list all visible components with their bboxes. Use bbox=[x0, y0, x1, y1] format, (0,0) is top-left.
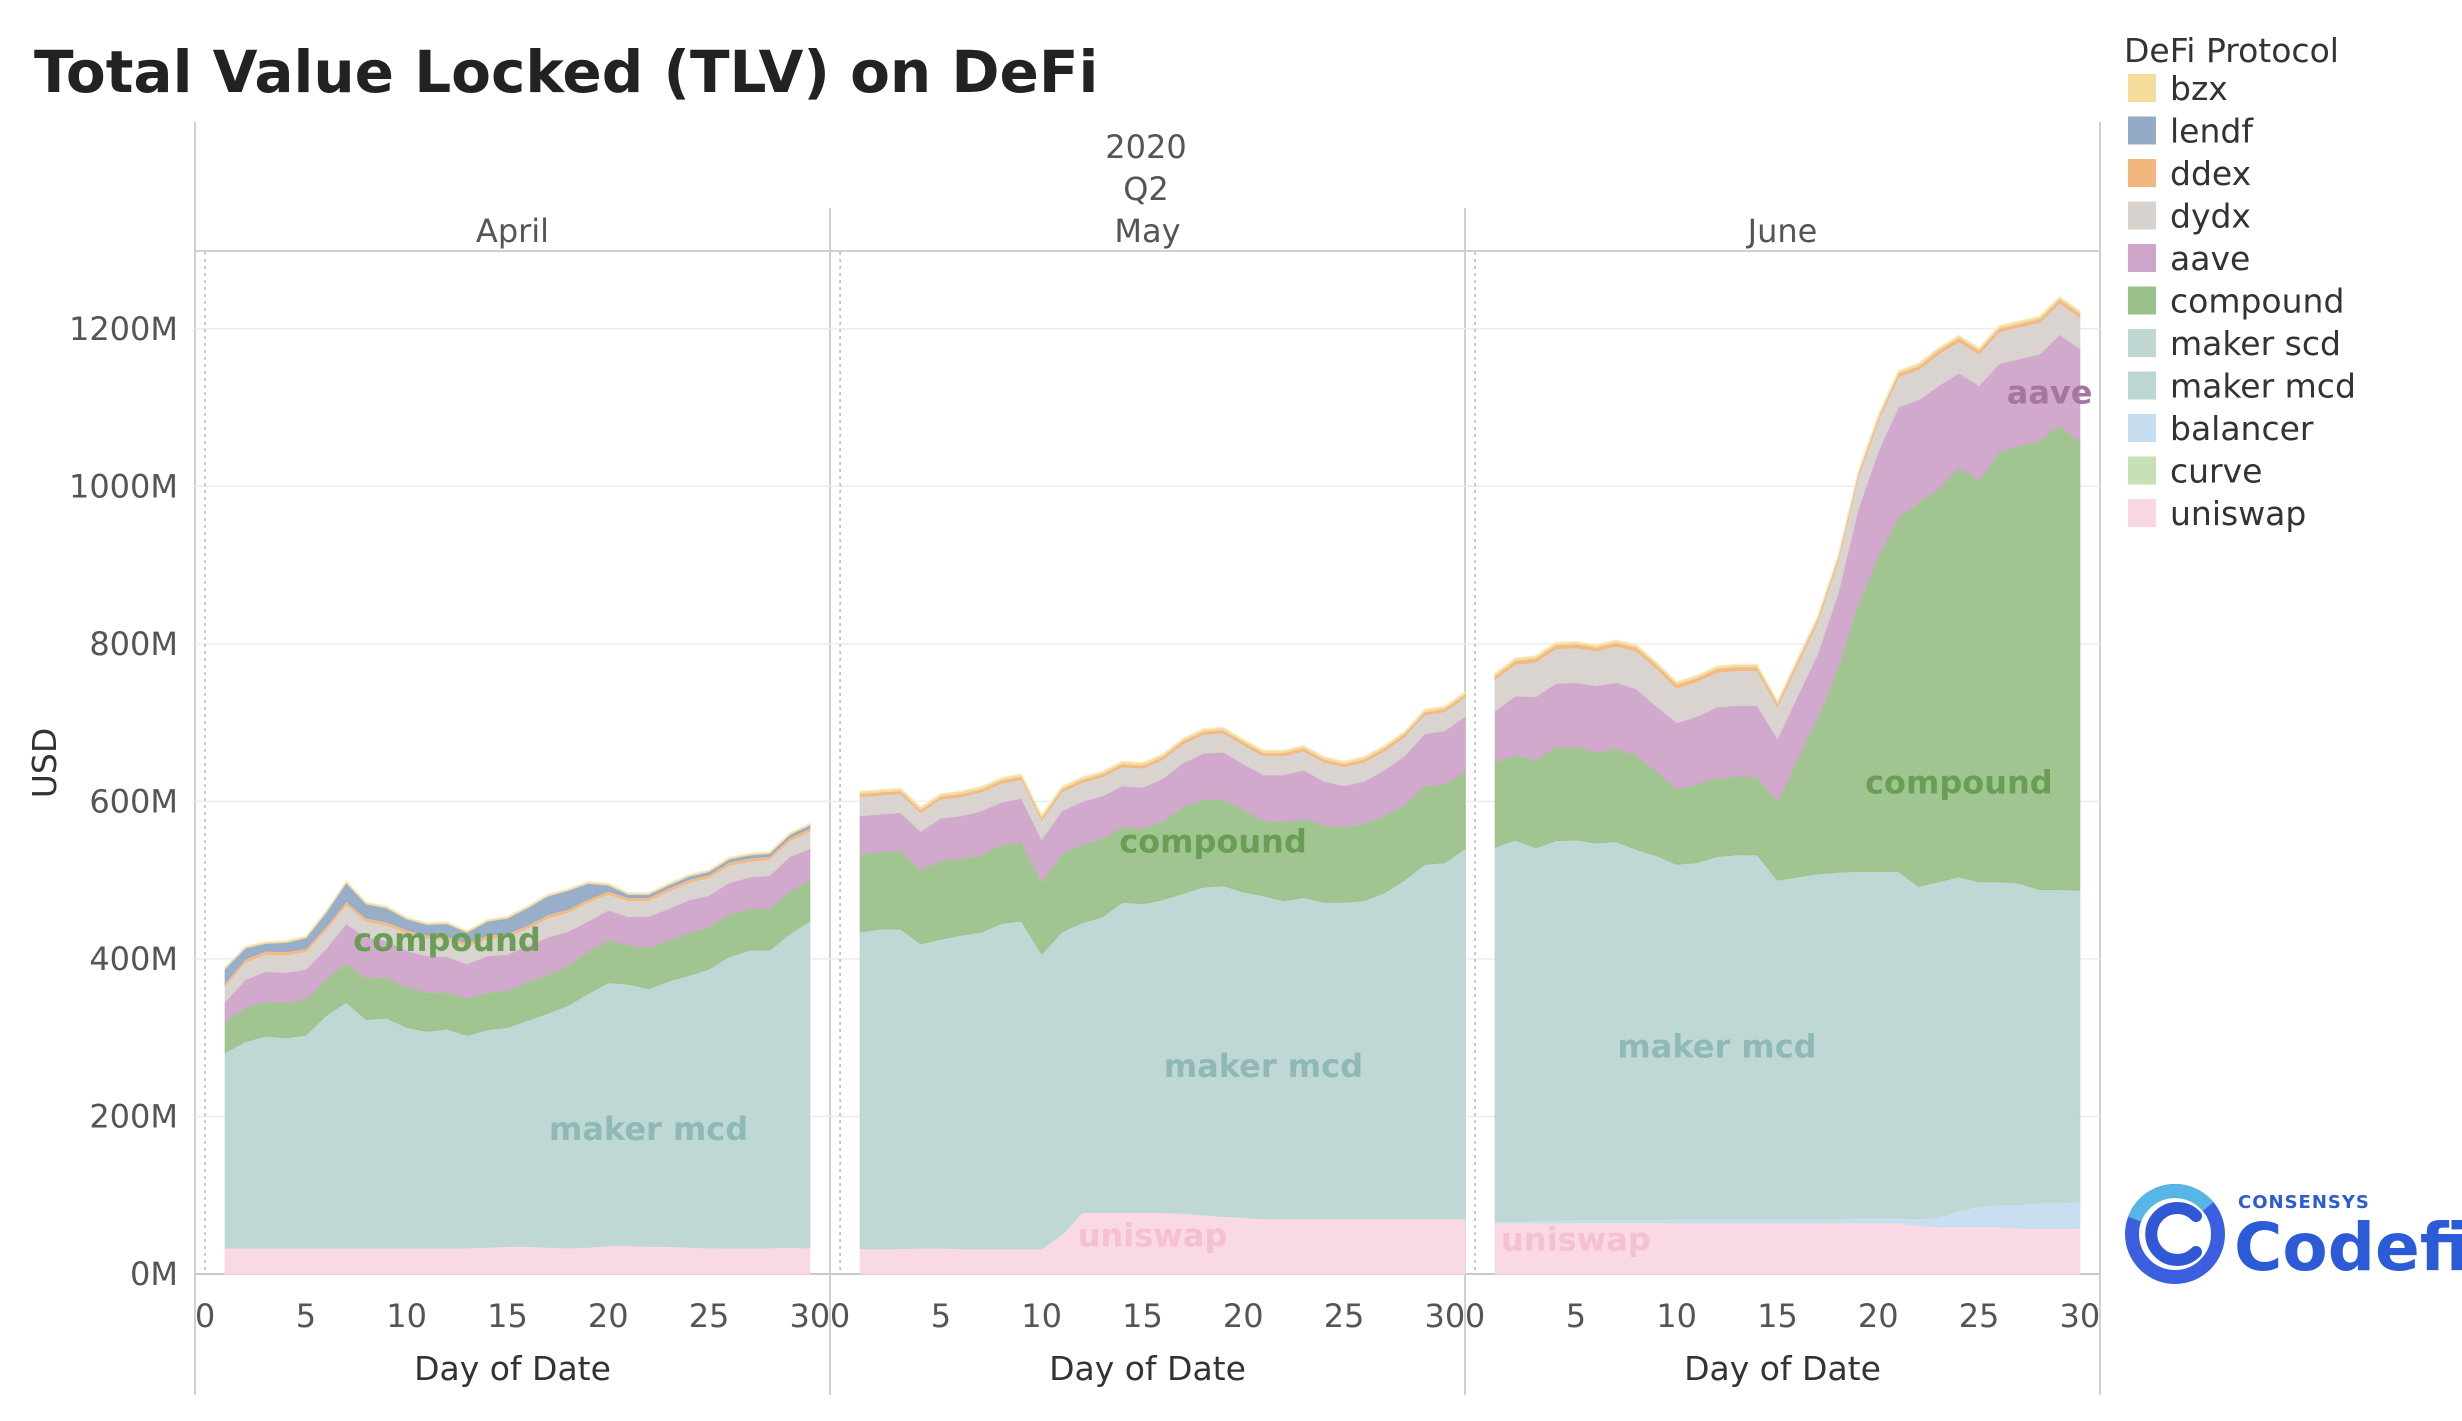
x-tick-label: 0 bbox=[830, 1297, 850, 1335]
x-tick-label: 25 bbox=[689, 1297, 730, 1335]
y-tick-label: 200M bbox=[89, 1097, 178, 1135]
x-tick-label: 10 bbox=[1656, 1297, 1697, 1335]
legend-swatch bbox=[2128, 286, 2156, 315]
y-tick-label: 0M bbox=[130, 1255, 178, 1293]
legend-label: maker mcd bbox=[2170, 367, 2356, 406]
area-annotation: maker mcd bbox=[1617, 1027, 1816, 1065]
area-uniswap bbox=[224, 1245, 811, 1275]
legend-label: uniswap bbox=[2170, 494, 2306, 533]
legend-swatch bbox=[2128, 244, 2156, 272]
legend-label: ddex bbox=[2170, 154, 2251, 193]
legend-title: DeFi Protocol bbox=[2124, 31, 2339, 70]
panel-june: June compound aave uniswap maker mcd bbox=[1474, 212, 2093, 1275]
x-tick-label: 20 bbox=[1223, 1297, 1264, 1335]
area-annotation: compound bbox=[1865, 764, 2053, 802]
area-annotation: maker mcd bbox=[1164, 1047, 1363, 1085]
header-year: 2020 bbox=[1105, 128, 1186, 166]
area-annotation: compound bbox=[353, 921, 541, 959]
x-tick-label: 0 bbox=[195, 1297, 215, 1335]
x-tick-label: 30 bbox=[2059, 1297, 2100, 1335]
legend-swatch bbox=[2128, 159, 2156, 187]
legend-swatch bbox=[2128, 116, 2156, 145]
x-axis-title: Day of Date bbox=[414, 1349, 611, 1388]
legend-label: compound bbox=[2170, 282, 2344, 321]
panel-month-label: June bbox=[1746, 212, 1818, 250]
header-quarter: Q2 bbox=[1123, 170, 1169, 208]
chart-title: Total Value Locked (TLV) on DeFi bbox=[34, 38, 1098, 106]
y-tick-label: 1000M bbox=[69, 467, 178, 505]
area-annotation: uniswap bbox=[1501, 1220, 1651, 1258]
legend-swatch bbox=[2128, 371, 2156, 400]
legend-label: curve bbox=[2170, 452, 2262, 491]
panel-may: May compound uniswap maker mcd bbox=[839, 212, 1466, 1275]
logo-ring-accent bbox=[2125, 1184, 2225, 1284]
y-tick-label: 1200M bbox=[69, 310, 178, 348]
panel-month-label: April bbox=[476, 212, 549, 250]
panel-april: April compound maker mcd bbox=[204, 212, 811, 1275]
legend-swatch bbox=[2128, 414, 2156, 442]
codefi-logo: CONSENSYS Codefi bbox=[2125, 1184, 2462, 1286]
legend-label: bzx bbox=[2170, 69, 2228, 108]
x-tick-label: 5 bbox=[296, 1297, 316, 1335]
legend-swatch bbox=[2128, 74, 2156, 102]
y-axis-title: USD bbox=[25, 728, 64, 799]
legend-swatch bbox=[2128, 456, 2156, 485]
area-annotation: maker mcd bbox=[549, 1110, 748, 1148]
x-tick-label: 10 bbox=[1021, 1297, 1062, 1335]
y-tick-label: 800M bbox=[89, 625, 178, 663]
area-edge-bzx bbox=[1494, 295, 2081, 702]
x-tick-label: 20 bbox=[588, 1297, 629, 1335]
chart-panels: April compound maker mcd May compound uniswap… bbox=[204, 212, 2093, 1275]
legend-swatch bbox=[2128, 329, 2156, 357]
x-tick-label: 30 bbox=[789, 1297, 830, 1335]
area-edge-bzx bbox=[860, 691, 1466, 816]
x-axis-title: Day of Date bbox=[1684, 1349, 1881, 1388]
area-annotation: uniswap bbox=[1078, 1216, 1228, 1254]
x-tick-label: 10 bbox=[386, 1297, 427, 1335]
logo-c-icon bbox=[2145, 1202, 2202, 1266]
legend-label: maker scd bbox=[2170, 324, 2341, 363]
x-tick-label: 15 bbox=[1757, 1297, 1798, 1335]
area-bzx bbox=[224, 822, 811, 970]
legend-label: dydx bbox=[2170, 197, 2251, 236]
x-axis-title: Day of Date bbox=[1049, 1349, 1246, 1388]
area-annotation: compound bbox=[1119, 823, 1307, 861]
x-tick-label: 5 bbox=[931, 1297, 951, 1335]
y-tick-label: 400M bbox=[89, 940, 178, 978]
panel-month-label: May bbox=[1114, 212, 1180, 250]
y-tick-label: 600M bbox=[89, 782, 178, 820]
x-tick-label: 0 bbox=[1465, 1297, 1485, 1335]
x-tick-label: 15 bbox=[487, 1297, 528, 1335]
x-tick-label: 20 bbox=[1858, 1297, 1899, 1335]
y-axis: 0M 200M 400M 600M 800M 1000M 1200M bbox=[69, 310, 178, 1293]
x-tick-label: 5 bbox=[1566, 1297, 1586, 1335]
area-bzx bbox=[859, 690, 1466, 819]
logo-small-text: CONSENSYS bbox=[2238, 1192, 2370, 1213]
area-annotation: aave bbox=[2007, 374, 2093, 412]
legend-swatch bbox=[2128, 201, 2156, 230]
legend-label: lendf bbox=[2170, 112, 2254, 151]
x-tick-label: 25 bbox=[1324, 1297, 1365, 1335]
x-tick-label: 30 bbox=[1424, 1297, 1465, 1335]
area-bzx bbox=[1494, 295, 2081, 704]
legend-label: aave bbox=[2170, 239, 2250, 278]
logo-big-text: Codefi bbox=[2234, 1209, 2462, 1286]
legend-swatch bbox=[2128, 499, 2156, 527]
x-tick-label: 15 bbox=[1122, 1297, 1163, 1335]
area-edge-bzx bbox=[224, 822, 811, 968]
legend-label: balancer bbox=[2170, 409, 2314, 448]
x-tick-label: 25 bbox=[1959, 1297, 2000, 1335]
x-axes: 0 5 10 15 20 25 30 Day of Date 0 5 10 15 20 25 30 Day o… bbox=[195, 1297, 2100, 1388]
